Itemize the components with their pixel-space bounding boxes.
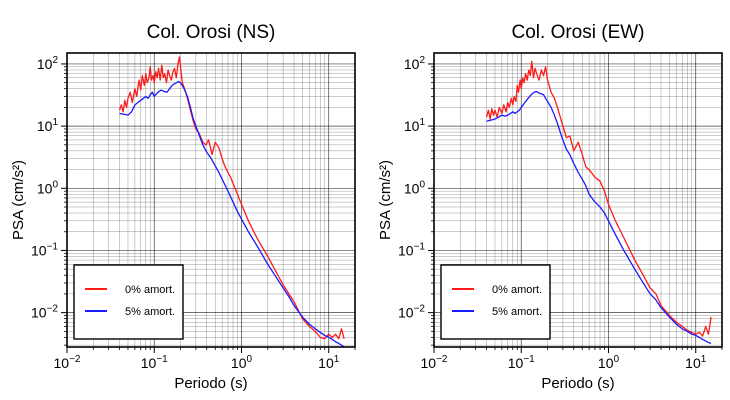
x-tick-exponent: −2 xyxy=(436,354,448,365)
y-tick-label: 101 xyxy=(37,117,59,134)
y-tick-exponent: 2 xyxy=(419,55,425,66)
legend-box xyxy=(440,264,551,340)
y-tick-exponent: 2 xyxy=(52,55,58,66)
x-tick-label: 10−2 xyxy=(54,354,81,371)
plot-frame xyxy=(66,52,356,348)
series-line-5pct-damping xyxy=(486,90,712,345)
legend-box xyxy=(73,264,184,340)
y-tick-label: 102 xyxy=(37,55,59,72)
chart-title: Col. Orosi (NS) xyxy=(147,22,276,43)
y-tick-exponent: 1 xyxy=(419,117,425,128)
x-tick-exponent: −1 xyxy=(156,354,168,365)
y-tick-exponent: −2 xyxy=(414,304,426,315)
series-line-0pct-damping xyxy=(485,60,712,337)
y-tick-label: 10−2 xyxy=(31,304,58,321)
y-axis-label: PSA (cm/s²) xyxy=(377,160,394,240)
legend-label: 0% amort. xyxy=(125,284,175,296)
y-tick-label: 100 xyxy=(404,179,426,196)
x-tick-exponent: 1 xyxy=(701,354,707,365)
x-tick-label: 101 xyxy=(685,354,707,371)
y-tick-exponent: 0 xyxy=(52,179,58,190)
chart-title: Col. Orosi (EW) xyxy=(512,22,645,43)
y-tick-label: 10−1 xyxy=(398,241,425,258)
x-tick-exponent: 0 xyxy=(613,354,619,365)
x-tick-label: 10−1 xyxy=(508,354,535,371)
legend: 0% amort. 5% amort. xyxy=(440,264,551,340)
y-tick-exponent: 1 xyxy=(52,117,58,128)
y-axis-label: PSA (cm/s²) xyxy=(10,160,27,240)
x-tick-label: 100 xyxy=(231,354,253,371)
x-tick-label: 100 xyxy=(598,354,620,371)
x-tick-label: 10−2 xyxy=(421,354,448,371)
y-tick-label: 100 xyxy=(37,179,59,196)
x-tick-label: 101 xyxy=(318,354,340,371)
y-tick-exponent: −2 xyxy=(47,304,59,315)
x-tick-exponent: −1 xyxy=(523,354,535,365)
legend-label: 0% amort. xyxy=(492,284,542,296)
y-tick-exponent: −1 xyxy=(414,241,426,252)
plot-frame xyxy=(433,52,723,348)
y-tick-exponent: −1 xyxy=(47,241,59,252)
x-axis-label: Periodo (s) xyxy=(174,375,247,392)
y-tick-exponent: 0 xyxy=(419,179,425,190)
legend: 0% amort. 5% amort. xyxy=(73,264,184,340)
y-tick-label: 101 xyxy=(404,117,426,134)
series-line-0pct-damping xyxy=(118,56,345,340)
x-axis-label: Periodo (s) xyxy=(541,375,614,392)
legend-label: 5% amort. xyxy=(125,306,175,318)
gridlines xyxy=(66,53,356,347)
y-tick-label: 10−2 xyxy=(398,304,425,321)
x-tick-exponent: 1 xyxy=(334,354,340,365)
legend-label: 5% amort. xyxy=(492,306,542,318)
y-tick-label: 10−1 xyxy=(31,241,58,258)
y-tick-label: 102 xyxy=(404,55,426,72)
series-line-5pct-damping xyxy=(119,80,345,348)
x-tick-label: 10−1 xyxy=(141,354,168,371)
x-tick-exponent: 0 xyxy=(246,354,252,365)
x-tick-exponent: −2 xyxy=(69,354,81,365)
